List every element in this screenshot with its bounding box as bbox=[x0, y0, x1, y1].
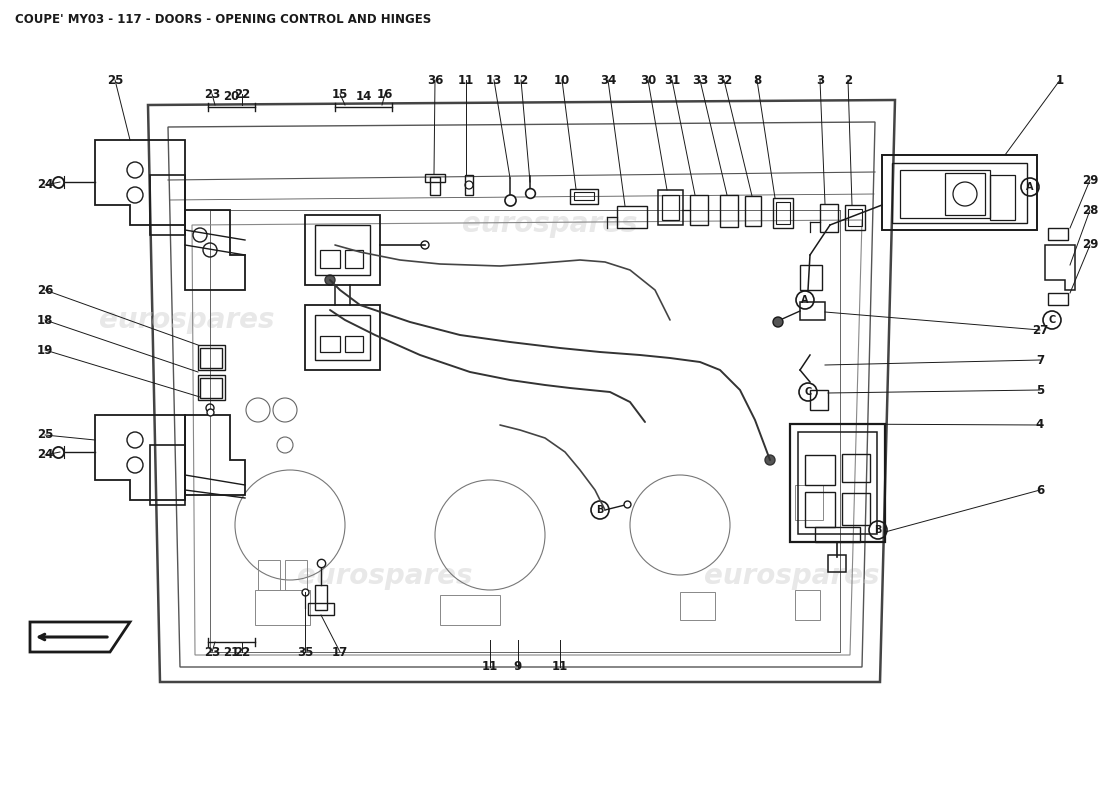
Text: A: A bbox=[1026, 182, 1034, 192]
Text: 29: 29 bbox=[1081, 238, 1098, 251]
Text: 32: 32 bbox=[716, 74, 733, 86]
Text: 19: 19 bbox=[36, 343, 53, 357]
Text: eurospares: eurospares bbox=[297, 562, 473, 590]
Text: 36: 36 bbox=[427, 74, 443, 86]
Text: 8: 8 bbox=[752, 74, 761, 86]
Text: 9: 9 bbox=[514, 661, 522, 674]
Text: 24: 24 bbox=[36, 449, 53, 462]
Text: A: A bbox=[801, 295, 808, 305]
Text: 29: 29 bbox=[1081, 174, 1098, 186]
Text: COUPE' MY03 - 117 - DOORS - OPENING CONTROL AND HINGES: COUPE' MY03 - 117 - DOORS - OPENING CONT… bbox=[15, 13, 431, 26]
Text: 20: 20 bbox=[223, 90, 240, 102]
Text: 24: 24 bbox=[36, 178, 53, 191]
Text: 34: 34 bbox=[600, 74, 616, 86]
Text: 11: 11 bbox=[482, 661, 498, 674]
Text: 27: 27 bbox=[1032, 323, 1048, 337]
Text: 16: 16 bbox=[377, 87, 393, 101]
Circle shape bbox=[764, 455, 776, 465]
Text: 25: 25 bbox=[107, 74, 123, 86]
Text: 31: 31 bbox=[664, 74, 680, 86]
Text: eurospares: eurospares bbox=[99, 306, 275, 334]
Text: 25: 25 bbox=[36, 429, 53, 442]
Text: eurospares: eurospares bbox=[704, 562, 880, 590]
Text: 6: 6 bbox=[1036, 483, 1044, 497]
Text: 10: 10 bbox=[554, 74, 570, 86]
Text: 13: 13 bbox=[486, 74, 502, 86]
Text: eurospares: eurospares bbox=[462, 210, 638, 238]
Text: 7: 7 bbox=[1036, 354, 1044, 366]
Text: 35: 35 bbox=[297, 646, 313, 658]
Text: 11: 11 bbox=[552, 661, 568, 674]
Text: 2: 2 bbox=[844, 74, 852, 86]
Text: C: C bbox=[1048, 315, 1056, 325]
Text: 23: 23 bbox=[204, 646, 220, 658]
Text: 18: 18 bbox=[36, 314, 53, 326]
Text: B: B bbox=[596, 505, 604, 515]
Text: 22: 22 bbox=[234, 87, 250, 101]
Text: 21: 21 bbox=[223, 646, 240, 659]
Text: 17: 17 bbox=[332, 646, 348, 658]
Text: 14: 14 bbox=[355, 90, 372, 102]
Text: 33: 33 bbox=[692, 74, 708, 86]
Text: 23: 23 bbox=[204, 87, 220, 101]
Text: 22: 22 bbox=[234, 646, 250, 658]
Text: 15: 15 bbox=[332, 87, 349, 101]
Text: 28: 28 bbox=[1081, 203, 1098, 217]
Text: 3: 3 bbox=[816, 74, 824, 86]
Text: 5: 5 bbox=[1036, 383, 1044, 397]
Text: 1: 1 bbox=[1056, 74, 1064, 86]
Text: 12: 12 bbox=[513, 74, 529, 86]
Text: 11: 11 bbox=[458, 74, 474, 86]
Text: 26: 26 bbox=[36, 283, 53, 297]
Text: 30: 30 bbox=[640, 74, 656, 86]
Text: C: C bbox=[804, 387, 812, 397]
Circle shape bbox=[773, 317, 783, 327]
Text: B: B bbox=[874, 525, 882, 535]
Circle shape bbox=[324, 275, 336, 285]
Text: 4: 4 bbox=[1036, 418, 1044, 431]
